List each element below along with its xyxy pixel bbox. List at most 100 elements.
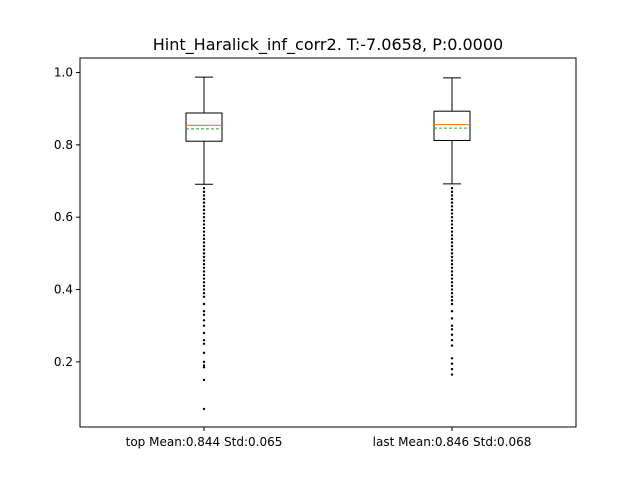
flier-point xyxy=(202,237,206,241)
flier-point xyxy=(450,284,454,288)
flier-point xyxy=(202,252,206,255)
flier-point xyxy=(202,259,206,262)
box-last xyxy=(433,77,471,376)
flier-point xyxy=(450,252,454,255)
flier-point xyxy=(202,331,206,335)
flier-point xyxy=(450,373,454,376)
flier-point xyxy=(202,266,206,270)
flier-point xyxy=(202,277,206,280)
flier-point xyxy=(450,187,454,190)
flier-point xyxy=(202,212,206,215)
boxes-layer xyxy=(185,76,471,411)
flier-point xyxy=(202,351,206,355)
flier-point xyxy=(202,338,206,342)
flier-point xyxy=(202,187,206,190)
flier-point xyxy=(202,342,206,345)
flier-point xyxy=(450,273,454,277)
flier-point xyxy=(202,205,206,208)
flier-point xyxy=(450,248,454,251)
flier-point xyxy=(202,360,206,364)
x-tick-label: top Mean:0.844 Std:0.065 xyxy=(126,435,283,449)
flier-point xyxy=(450,344,454,347)
flier-point xyxy=(450,263,454,266)
flier-point xyxy=(202,378,206,382)
flier-point xyxy=(202,281,206,284)
y-tick-label: 0.2 xyxy=(54,355,73,369)
flier-point xyxy=(202,226,206,230)
flier-point xyxy=(202,310,206,313)
chart-title: Hint_Haralick_inf_corr2. T:-7.0658, P:0.… xyxy=(153,35,503,55)
flier-point xyxy=(450,219,454,222)
flier-point xyxy=(202,219,206,222)
flier-point xyxy=(450,194,454,197)
flier-point xyxy=(202,291,206,295)
flier-point xyxy=(202,208,206,212)
flier-point xyxy=(450,237,454,241)
flier-point xyxy=(450,291,454,295)
flier-point xyxy=(450,324,454,327)
flier-point xyxy=(202,197,206,201)
flier-point xyxy=(202,407,206,411)
flier-point xyxy=(202,248,206,251)
flier-point xyxy=(202,324,206,327)
flier-point xyxy=(202,215,206,219)
flier-point xyxy=(450,357,454,360)
flier-point xyxy=(450,333,454,336)
box-top xyxy=(185,76,223,411)
flier-point xyxy=(450,208,454,212)
flier-point xyxy=(450,310,454,313)
flier-point xyxy=(202,302,206,306)
flier-point xyxy=(202,223,206,226)
flier-point xyxy=(202,190,206,194)
plot-area-frame xyxy=(79,57,577,428)
y-tick-label: 0.8 xyxy=(54,138,73,152)
flier-point xyxy=(450,295,454,298)
flier-point xyxy=(202,234,206,237)
flier-point xyxy=(450,302,454,306)
flier-point xyxy=(450,201,454,204)
flier-point xyxy=(450,299,454,302)
iqr-box xyxy=(185,112,223,142)
flier-point xyxy=(450,277,454,280)
flier-point xyxy=(202,313,206,317)
flier-point xyxy=(450,190,454,194)
flier-point xyxy=(450,362,454,365)
flier-point xyxy=(450,241,454,244)
flier-point xyxy=(450,197,454,201)
x-tick-label: last Mean:0.846 Std:0.068 xyxy=(373,435,532,449)
flier-point xyxy=(202,244,206,248)
flier-point xyxy=(202,273,206,277)
flier-point xyxy=(450,281,454,284)
iqr-box xyxy=(433,110,471,141)
flier-point xyxy=(450,234,454,237)
flier-point xyxy=(450,338,454,342)
flier-point xyxy=(202,366,206,369)
y-tick-label: 0.4 xyxy=(54,283,73,297)
flier-point xyxy=(450,255,454,259)
flier-point xyxy=(450,367,454,371)
flier-point xyxy=(450,328,454,331)
flier-point xyxy=(202,288,206,291)
flier-point xyxy=(450,205,454,208)
flier-point xyxy=(450,270,454,273)
flier-point xyxy=(202,319,206,322)
y-axis: 0.2 0.4 0.6 0.8 1.0 xyxy=(54,65,80,369)
flier-point xyxy=(202,284,206,288)
flier-point xyxy=(202,230,206,233)
y-tick-label: 1.0 xyxy=(54,65,73,79)
flier-point xyxy=(450,259,454,262)
flier-point xyxy=(202,241,206,244)
flier-point xyxy=(202,194,206,197)
flier-point xyxy=(450,212,454,215)
flier-point xyxy=(450,230,454,233)
flier-point xyxy=(202,263,206,266)
flier-point xyxy=(450,226,454,230)
flier-point xyxy=(202,201,206,204)
flier-point xyxy=(202,295,206,298)
flier-point xyxy=(450,223,454,226)
x-axis: top Mean:0.844 Std:0.065 last Mean:0.846 … xyxy=(126,427,532,449)
flier-point xyxy=(450,288,454,291)
flier-point xyxy=(450,244,454,248)
flier-point xyxy=(202,255,206,259)
